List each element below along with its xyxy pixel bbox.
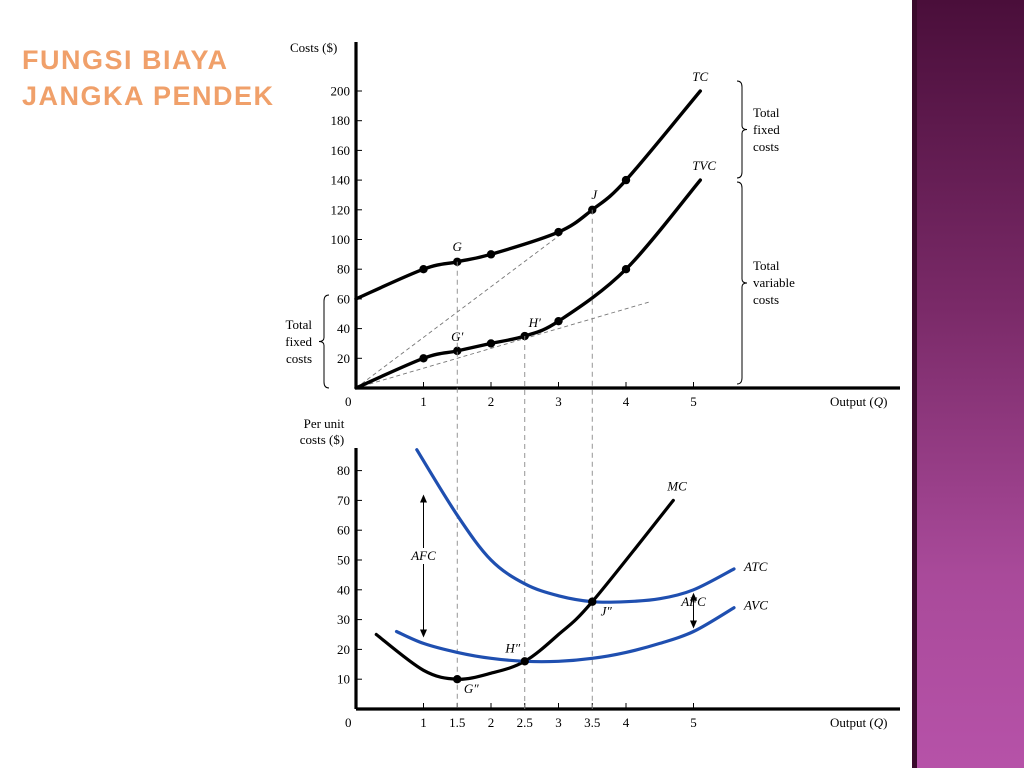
- bottom-y-tick-label: 20: [337, 642, 350, 657]
- bottom-x-tick-label: 3: [555, 715, 562, 730]
- afc-arrow-right-head-down: [690, 620, 697, 629]
- top-y-tick-label: 20: [337, 351, 350, 366]
- series-tc-marker: [419, 265, 428, 274]
- series-tc-marker: [453, 257, 462, 266]
- top-y-tick-label: 120: [331, 202, 351, 217]
- slide-title-line-1: FUNGSI BIAYA: [22, 45, 229, 75]
- series-mc-curve: [374, 498, 675, 681]
- point-label: J″: [601, 604, 613, 619]
- slide-title-line-2: JANGKA PENDEK: [22, 81, 275, 111]
- top-y-tick-label: 160: [331, 143, 351, 158]
- series-avc-curve: [394, 606, 736, 664]
- top-y-tick-label: 140: [331, 173, 351, 188]
- bracket-label-total-fixed-costs-left: fixed: [285, 334, 312, 349]
- bottom-y-tick-label: 60: [337, 523, 350, 538]
- series-atc-curve: [415, 448, 736, 604]
- bottom-y-tick-label: 30: [337, 612, 350, 627]
- series-label-mc: MC: [666, 478, 687, 493]
- intersection-marker: [453, 675, 462, 684]
- series-tvc-marker: [621, 265, 631, 274]
- afc-arrow-right-head-up: [690, 592, 697, 601]
- series-tc-marker: [621, 175, 631, 185]
- top-x-tick-label: 2: [488, 394, 495, 409]
- series-tc-marker: [486, 250, 496, 259]
- bottom-x-tick-label: 3.5: [584, 715, 600, 730]
- bottom-y-axis-title-line2: costs ($): [300, 432, 344, 447]
- series-tvc-marker: [554, 316, 563, 326]
- top-y-tick-label: 80: [337, 262, 350, 277]
- series-label-tc: TC: [692, 69, 708, 84]
- top-y-tick-label: 200: [331, 84, 351, 99]
- top-x-tick-label: 0: [345, 394, 352, 409]
- series-label-tvc: TVC: [692, 158, 716, 173]
- bracket-label-total-variable-costs-right: costs: [753, 292, 779, 307]
- bracket-total-variable-costs-right: [736, 181, 748, 385]
- bottom-x-tick-label: 1: [420, 715, 427, 730]
- bottom-x-tick-label: 2: [488, 715, 495, 730]
- bottom-y-tick-label: 10: [337, 672, 350, 687]
- point-label: J: [591, 187, 598, 202]
- slide-title: FUNGSI BIAYA JANGKA PENDEK: [22, 42, 275, 114]
- top-x-tick-label: 5: [690, 394, 697, 409]
- top-y-tick-label: 60: [337, 291, 350, 306]
- ray-to-tc-tangent: [355, 233, 563, 389]
- point-label: G″: [464, 681, 479, 696]
- bottom-x-tick-label: 4: [623, 715, 630, 730]
- bracket-total-fixed-costs-right: [736, 80, 748, 179]
- series-tvc-marker: [520, 331, 529, 341]
- top-y-tick-label: 180: [331, 113, 351, 128]
- bottom-y-tick-label: 50: [337, 553, 350, 568]
- bracket-label-total-fixed-costs-right: costs: [753, 139, 779, 154]
- bracket-label-total-variable-costs-right: variable: [753, 275, 795, 290]
- bottom-y-axis-title-line1: Per unit: [304, 416, 345, 431]
- bracket-label-total-fixed-costs-left: Total: [285, 317, 312, 332]
- top-x-axis-title: Output (Q): [830, 394, 887, 409]
- afc-arrow-left-head-down: [420, 629, 427, 638]
- bottom-x-tick-label: 0: [345, 715, 352, 730]
- series-tvc-marker: [486, 339, 496, 348]
- top-x-tick-label: 4: [623, 394, 630, 409]
- series-tc-marker: [554, 227, 563, 237]
- series-tvc-curve: [354, 178, 702, 390]
- afc-label-left-bg: [405, 548, 442, 564]
- ray-to-tvc-tangent: [355, 301, 650, 389]
- afc-label-right: AFC: [680, 594, 706, 609]
- series-tvc-marker: [453, 346, 462, 356]
- afc-arrow-left-head-up: [420, 494, 427, 503]
- top-y-axis-title: Costs ($): [290, 40, 337, 55]
- bottom-y-tick-label: 40: [337, 582, 350, 597]
- series-tc-curve: [354, 89, 702, 301]
- decorative-side-panel: [912, 0, 1024, 768]
- bottom-y-tick-label: 80: [337, 463, 350, 478]
- bottom-x-axis-title: Output (Q): [830, 715, 887, 730]
- intersection-marker: [588, 597, 597, 606]
- bottom-x-tick-label: 2.5: [517, 715, 533, 730]
- bracket-label-total-variable-costs-right: Total: [753, 258, 780, 273]
- bottom-x-tick-label: 1.5: [449, 715, 465, 730]
- point-label: G: [453, 239, 463, 254]
- bottom-x-tick-label: 5: [690, 715, 697, 730]
- point-label: H″: [504, 640, 520, 655]
- bracket-label-total-fixed-costs-left: costs: [286, 351, 312, 366]
- top-x-tick-label: 1: [420, 394, 427, 409]
- top-y-tick-label: 40: [337, 321, 350, 336]
- series-label-avc: AVC: [743, 598, 768, 613]
- top-x-tick-label: 3: [555, 394, 562, 409]
- top-y-tick-label: 100: [331, 232, 351, 247]
- bottom-y-tick-label: 70: [337, 493, 350, 508]
- bracket-total-fixed-costs-left: [318, 294, 330, 389]
- side-panel-edge: [912, 0, 917, 768]
- afc-label-left: AFC: [410, 548, 436, 563]
- point-label: H′: [528, 315, 541, 330]
- intersection-marker: [520, 657, 529, 666]
- series-label-atc: ATC: [743, 559, 768, 574]
- bracket-label-total-fixed-costs-right: fixed: [753, 122, 780, 137]
- bracket-label-total-fixed-costs-right: Total: [753, 105, 780, 120]
- series-tvc-marker: [419, 354, 428, 363]
